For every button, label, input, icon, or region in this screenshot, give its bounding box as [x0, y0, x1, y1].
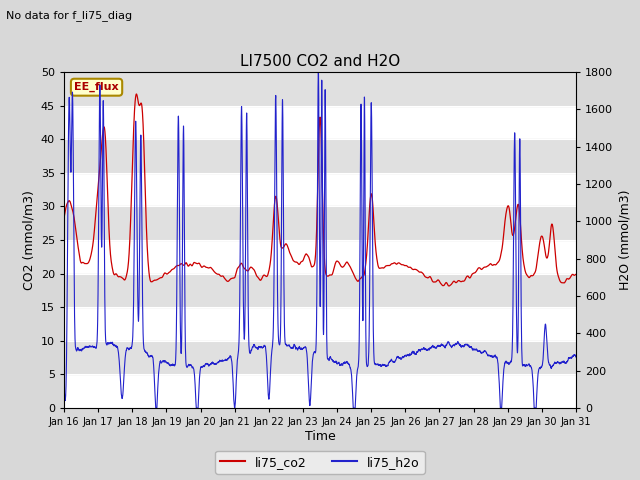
Title: LI7500 CO2 and H2O: LI7500 CO2 and H2O [240, 54, 400, 70]
Bar [64, 341, 576, 374]
Bar [64, 206, 576, 240]
Text: No data for f_li75_diag: No data for f_li75_diag [6, 10, 132, 21]
Bar [64, 274, 576, 307]
Text: EE_flux: EE_flux [74, 82, 119, 92]
Bar [64, 139, 576, 173]
Bar [64, 72, 576, 106]
X-axis label: Time: Time [305, 430, 335, 443]
Y-axis label: CO2 (mmol/m3): CO2 (mmol/m3) [22, 190, 35, 290]
Y-axis label: H2O (mmol/m3): H2O (mmol/m3) [619, 190, 632, 290]
Legend: li75_co2, li75_h2o: li75_co2, li75_h2o [215, 451, 425, 474]
